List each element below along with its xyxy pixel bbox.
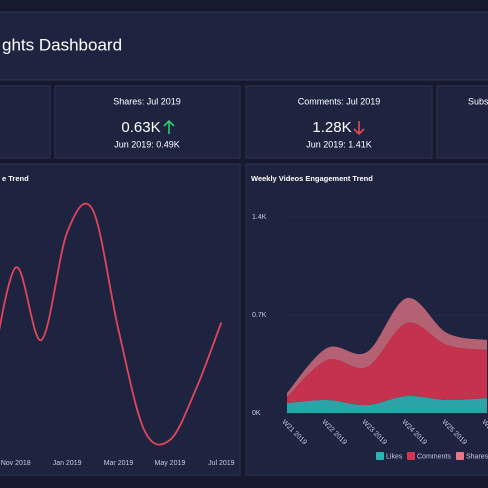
y-tick-label: 0K — [252, 410, 261, 417]
kpi-card — [436, 85, 488, 159]
legend-label: Likes — [386, 453, 403, 460]
kpi-value: 0.63K — [121, 119, 160, 136]
legend-label: Comments — [417, 453, 451, 460]
area — [287, 322, 487, 406]
x-tick-label: Jul 2019 — [208, 460, 235, 467]
chart-panel — [245, 163, 488, 476]
dashboard-title: ghts Dashboard — [2, 35, 122, 54]
down-arrow — [353, 121, 365, 136]
chart-panel — [0, 163, 241, 476]
legend-swatch — [407, 452, 415, 460]
x-tick-label: May 2019 — [155, 460, 186, 467]
x-tick-label: Nov 2018 — [1, 460, 31, 467]
legend-swatch — [456, 452, 464, 460]
kpi-previous: Jun 2019: 1.41K — [306, 139, 372, 149]
line — [0, 202, 223, 446]
up-arrow — [163, 119, 175, 134]
kpi-label: Comments: Jul 2019 — [298, 96, 381, 106]
header-panel — [0, 11, 488, 81]
chart-title: Weekly Videos Engagement Trend — [251, 174, 373, 183]
kpi-card — [0, 85, 51, 159]
legend-swatch — [376, 452, 384, 460]
kpi-value: 1.28K — [312, 119, 351, 136]
kpi-previous: Jun 2019: 0.49K — [114, 139, 180, 149]
kpi-card — [245, 85, 433, 159]
y-tick-label: 0.7K — [252, 312, 267, 319]
legend-label: Shares — [466, 453, 488, 460]
kpi-label: Shares: Jul 2019 — [113, 96, 181, 106]
x-tick-label: Mar 2019 — [104, 460, 134, 467]
y-tick-label: 1.4K — [252, 214, 267, 221]
area — [287, 395, 487, 413]
kpi-label: Subs — [468, 96, 488, 106]
chart-title: e Trend — [2, 174, 29, 183]
kpi-card — [54, 85, 241, 159]
x-tick-label: Jan 2019 — [53, 460, 82, 467]
